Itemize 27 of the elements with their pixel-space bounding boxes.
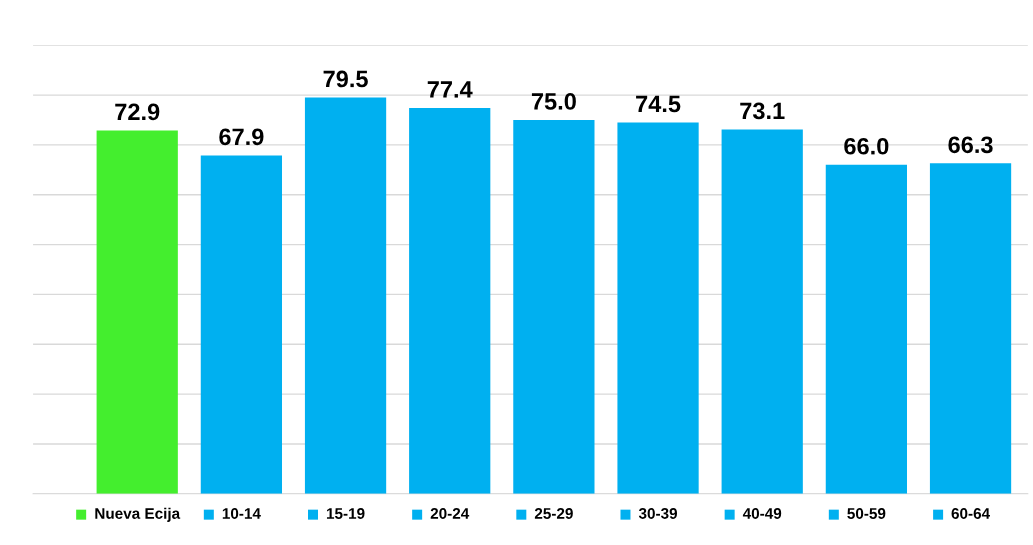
data-label: 77.4 — [427, 81, 473, 98]
data-label: 74.5 — [636, 95, 681, 113]
data-label: 75.0 — [531, 93, 576, 110]
x-tick-label: 50-59 — [847, 508, 886, 519]
x-tick-label: 25-29 — [534, 508, 573, 519]
data-label: 67.9 — [219, 128, 264, 146]
data-label: 79.5 — [323, 70, 368, 88]
bar — [721, 129, 803, 494]
data-label: 73.1 — [740, 102, 785, 120]
bar — [200, 155, 283, 494]
data-label: 72.9 — [115, 103, 160, 121]
x-tick-label: 60-64 — [951, 508, 990, 519]
bar — [513, 119, 595, 494]
x-tick-label: 10-14 — [222, 508, 261, 519]
data-label: 66.3 — [948, 136, 993, 154]
bar — [929, 163, 1012, 494]
bar — [304, 97, 387, 494]
x-tick-label: 30-39 — [638, 508, 678, 519]
bar — [617, 122, 699, 494]
x-tick-label: 15-19 — [326, 508, 365, 519]
x-tick-label: 40-49 — [742, 508, 782, 519]
bar — [409, 108, 491, 494]
x-tick-label: Nueva Ecija — [95, 507, 181, 522]
bar — [96, 130, 178, 494]
data-label: 66.0 — [844, 137, 889, 155]
x-tick-label: 20-24 — [430, 508, 470, 519]
bar — [825, 164, 907, 494]
